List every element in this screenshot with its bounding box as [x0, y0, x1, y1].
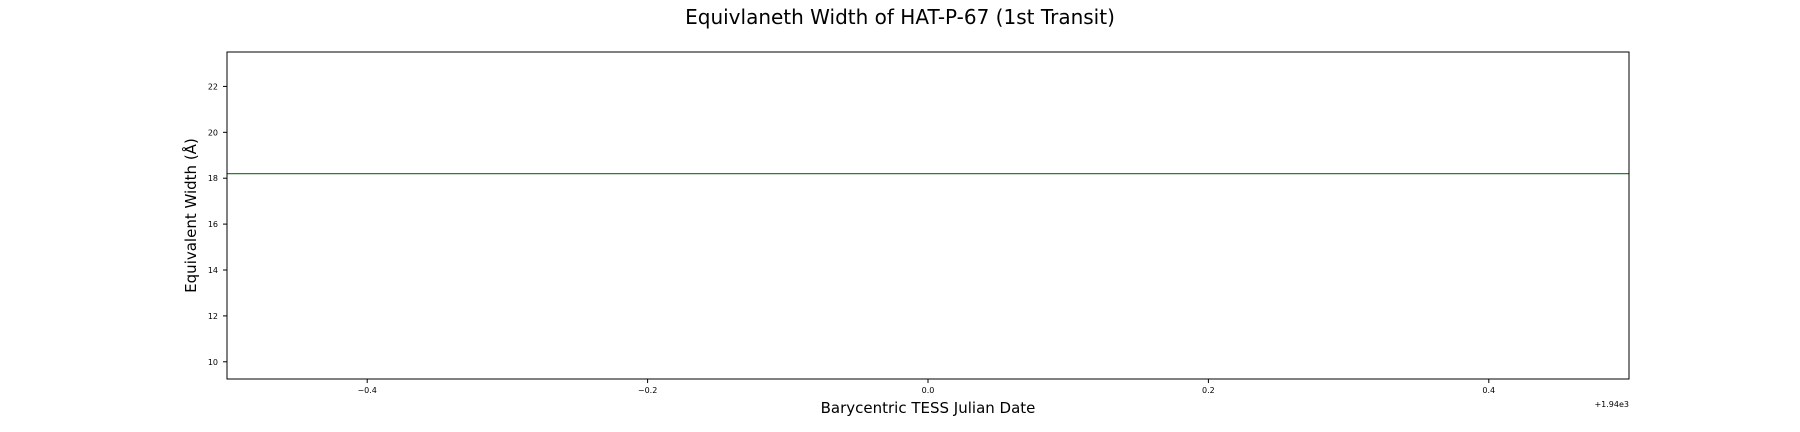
plot-frame	[226, 51, 1630, 380]
y-tick-label: 20	[208, 128, 218, 137]
y-tick-label: 18	[208, 174, 218, 183]
y-tick-label: 10	[208, 358, 218, 367]
x-tick-label: 0.0	[922, 386, 935, 395]
x-tick-label: −0.4	[357, 386, 376, 395]
x-axis: −0.4 −0.2 0.0 0.2 0.4	[357, 379, 1495, 395]
y-tick-label: 16	[208, 220, 218, 229]
x-tick-label: 0.2	[1202, 386, 1215, 395]
x-tick-label: 0.4	[1482, 386, 1495, 395]
y-axis-label: Equivalent Width (Å)	[181, 138, 200, 293]
x-axis-offset-label: +1.94e3	[1594, 400, 1629, 409]
y-tick-label: 14	[208, 266, 218, 275]
y-axis: 10 12 14 16 18 20 22	[208, 82, 227, 367]
y-tick-label: 12	[208, 312, 218, 321]
chart-title: Equivlaneth Width of HAT-P-67 (1st Trans…	[685, 5, 1115, 29]
x-axis-label: Barycentric TESS Julian Date	[821, 399, 1036, 417]
y-tick-label: 22	[208, 82, 218, 91]
x-tick-label: −0.2	[638, 386, 657, 395]
